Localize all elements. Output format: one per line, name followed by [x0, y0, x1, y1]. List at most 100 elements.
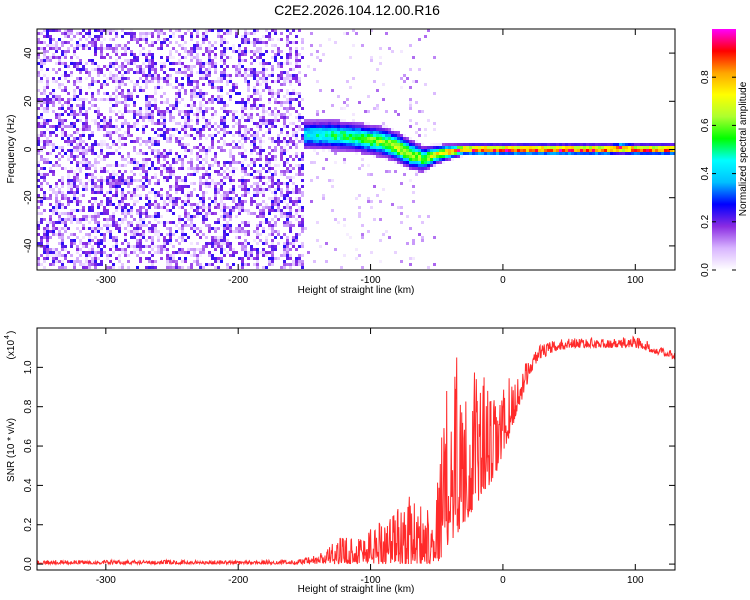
- spectrogram-cell: [274, 197, 277, 200]
- spectrogram-cell: [229, 212, 232, 215]
- spectrogram-cell: [463, 152, 466, 155]
- spectrogram-cell: [445, 143, 448, 146]
- spectrogram-cell: [598, 149, 601, 152]
- spectrogram-cell: [256, 104, 259, 107]
- spectrogram-cell: [202, 158, 205, 161]
- spectrogram-cell: [244, 179, 247, 182]
- spectrogram-cell: [97, 80, 100, 83]
- spectrogram-cell: [256, 107, 259, 110]
- spectrogram-cell: [103, 83, 106, 86]
- spectrogram-cell: [517, 143, 520, 146]
- spectrogram-cell: [301, 128, 304, 131]
- spectrogram-cell: [190, 221, 193, 224]
- spectrogram-cell: [142, 74, 145, 77]
- spectrogram-cell: [292, 98, 295, 101]
- spectrogram-cell: [226, 74, 229, 77]
- spectrogram-cell: [235, 50, 238, 53]
- spectrogram-cell: [139, 71, 142, 74]
- spectrogram-cell: [145, 245, 148, 248]
- spectrogram-cell: [211, 59, 214, 62]
- spectrogram-cell: [157, 206, 160, 209]
- spectrogram-cell: [223, 59, 226, 62]
- spectrogram-cell: [205, 74, 208, 77]
- spectrogram-cell: [145, 125, 148, 128]
- spectrogram-cell: [256, 152, 259, 155]
- spectrogram-cell: [196, 170, 199, 173]
- spectrogram-cell: [154, 224, 157, 227]
- spectrogram-cell: [169, 239, 172, 242]
- spectrogram-cell: [121, 44, 124, 47]
- spectrogram-cell: [325, 119, 328, 122]
- spectrogram-cell: [229, 215, 232, 218]
- spectrogram-cell: [322, 128, 325, 131]
- spectrogram-cell: [76, 245, 79, 248]
- spectrogram-cell: [127, 203, 130, 206]
- spectrogram-cell: [43, 29, 46, 32]
- spectrogram-cell: [175, 92, 178, 95]
- spectrogram-cell: [298, 260, 301, 263]
- spectrogram-cell: [508, 149, 511, 152]
- spectrogram-cell: [343, 146, 346, 149]
- spectrogram-cell: [310, 200, 313, 203]
- spectrogram-cell: [94, 98, 97, 101]
- spectrogram-cell: [115, 236, 118, 239]
- spectrogram-cell: [127, 59, 130, 62]
- spectrogram-cell: [46, 35, 49, 38]
- spectrogram-cell: [37, 149, 40, 152]
- spectrogram-cell: [73, 179, 76, 182]
- spectrogram-cell: [76, 80, 79, 83]
- spectrogram-cell: [88, 41, 91, 44]
- spectrogram-cell: [259, 191, 262, 194]
- spectrogram-cell: [400, 221, 403, 224]
- spectrogram-cell: [148, 107, 151, 110]
- spectrogram-cell: [331, 89, 334, 92]
- snr-panel: -300 -200 -100 0 100 0.00.20.40.60.81.0 Heig…: [4, 327, 676, 595]
- spectrogram-cell: [43, 167, 46, 170]
- spectrogram-cell: [190, 254, 193, 257]
- spectrogram-cell: [220, 44, 223, 47]
- spectrogram-cell: [106, 266, 109, 269]
- spectrogram-cell: [292, 92, 295, 95]
- spectrogram-cell: [613, 152, 616, 155]
- spectrogram-cell: [103, 128, 106, 131]
- spectrogram-cell: [226, 83, 229, 86]
- spectrogram-cell: [304, 122, 307, 125]
- spectrogram-cell: [367, 164, 370, 167]
- spectrogram-cell: [121, 188, 124, 191]
- spectrogram-cell: [61, 245, 64, 248]
- spectrogram-cell: [253, 107, 256, 110]
- spectrogram-cell: [262, 209, 265, 212]
- spectrogram-cell: [187, 161, 190, 164]
- spectrogram-cell: [172, 32, 175, 35]
- spectrogram-cell: [88, 146, 91, 149]
- spectrogram-cell: [229, 254, 232, 257]
- spectrogram-cell: [70, 254, 73, 257]
- spectrogram-cell: [79, 152, 82, 155]
- spectrogram-cell: [112, 173, 115, 176]
- spectrogram-cell: [622, 146, 625, 149]
- spectrogram-cell: [196, 92, 199, 95]
- spectrogram-cell: [67, 170, 70, 173]
- spectrogram-cell: [181, 227, 184, 230]
- spectrogram-cell: [247, 83, 250, 86]
- spectrogram-cell: [109, 215, 112, 218]
- spectrogram-cell: [289, 266, 292, 269]
- spectrogram-cell: [367, 134, 370, 137]
- spectrogram-cell: [199, 110, 202, 113]
- spectrogram-cell: [55, 260, 58, 263]
- spectrogram-cell: [607, 149, 610, 152]
- spectrogram-cell: [166, 131, 169, 134]
- spectrogram-cell: [643, 143, 646, 146]
- spectrogram-cell: [253, 131, 256, 134]
- spectrogram-cell: [70, 200, 73, 203]
- spectrogram-cell: [289, 227, 292, 230]
- spectrogram-cell: [358, 134, 361, 137]
- spectrogram-cell: [274, 191, 277, 194]
- spectrogram-cell: [625, 149, 628, 152]
- spectrogram-cell: [64, 197, 67, 200]
- spectrogram-cell: [286, 38, 289, 41]
- spectrogram-cell: [382, 149, 385, 152]
- spectrogram-cell: [301, 221, 304, 224]
- spectrogram-cell: [391, 146, 394, 149]
- spectrogram-cell: [265, 50, 268, 53]
